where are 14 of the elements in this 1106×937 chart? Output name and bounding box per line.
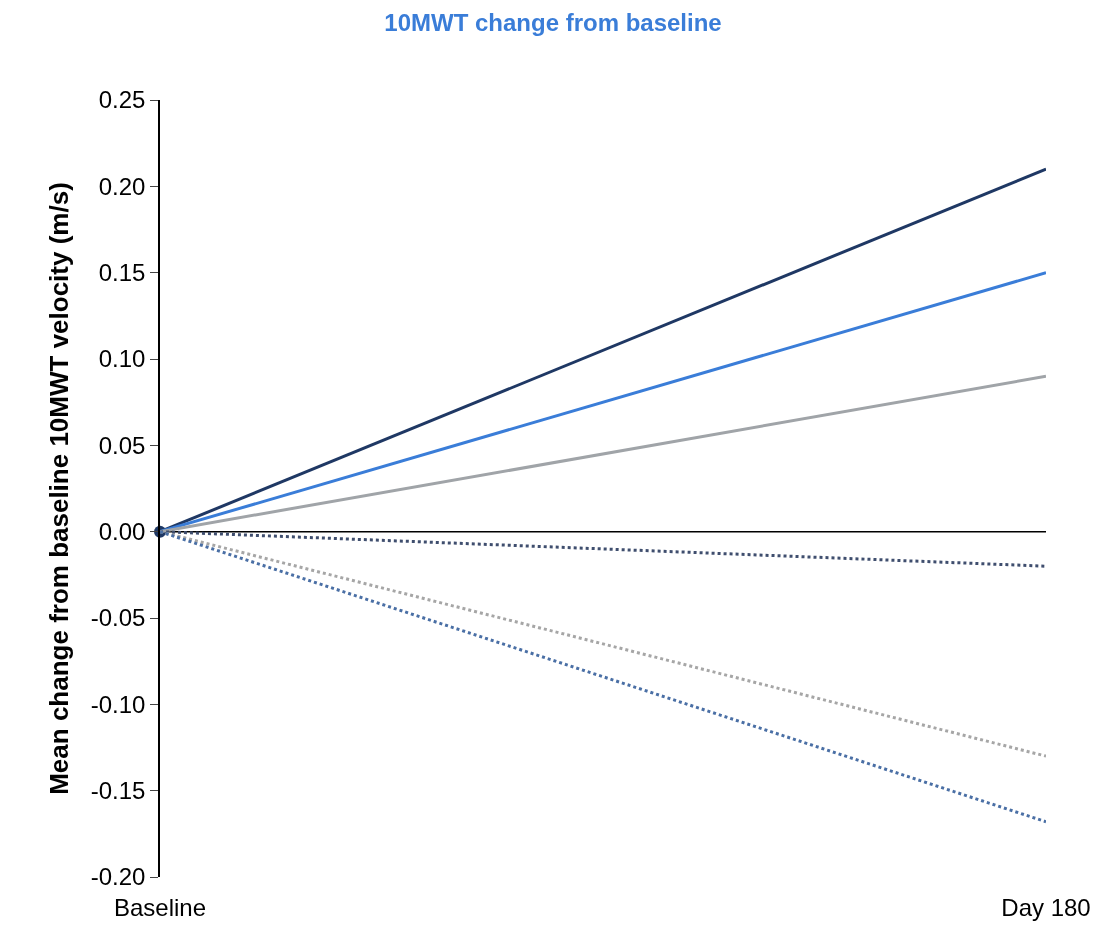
y-tick-label: 0.00 [98,518,146,546]
y-tick-label: 0.05 [98,431,146,459]
y-tick-label: -0.20 [90,863,146,891]
y-tick-label: 0.15 [98,259,146,287]
y-tick-label: 0.25 [98,86,146,114]
y-axis-title: Mean change from baseline 10MWT velocity (m/s) [43,182,74,795]
y-tick-label: -0.05 [90,604,146,632]
chart-title: 10MWT change from baseline [384,8,722,36]
y-tick-label: 0.20 [98,172,146,200]
x-tick-label: Day 180 [1001,894,1091,921]
y-tick-label: -0.10 [90,690,146,718]
y-tick-label: 0.10 [98,345,146,373]
y-tick-label: -0.15 [90,777,146,805]
x-tick-label: Baseline [113,894,207,921]
